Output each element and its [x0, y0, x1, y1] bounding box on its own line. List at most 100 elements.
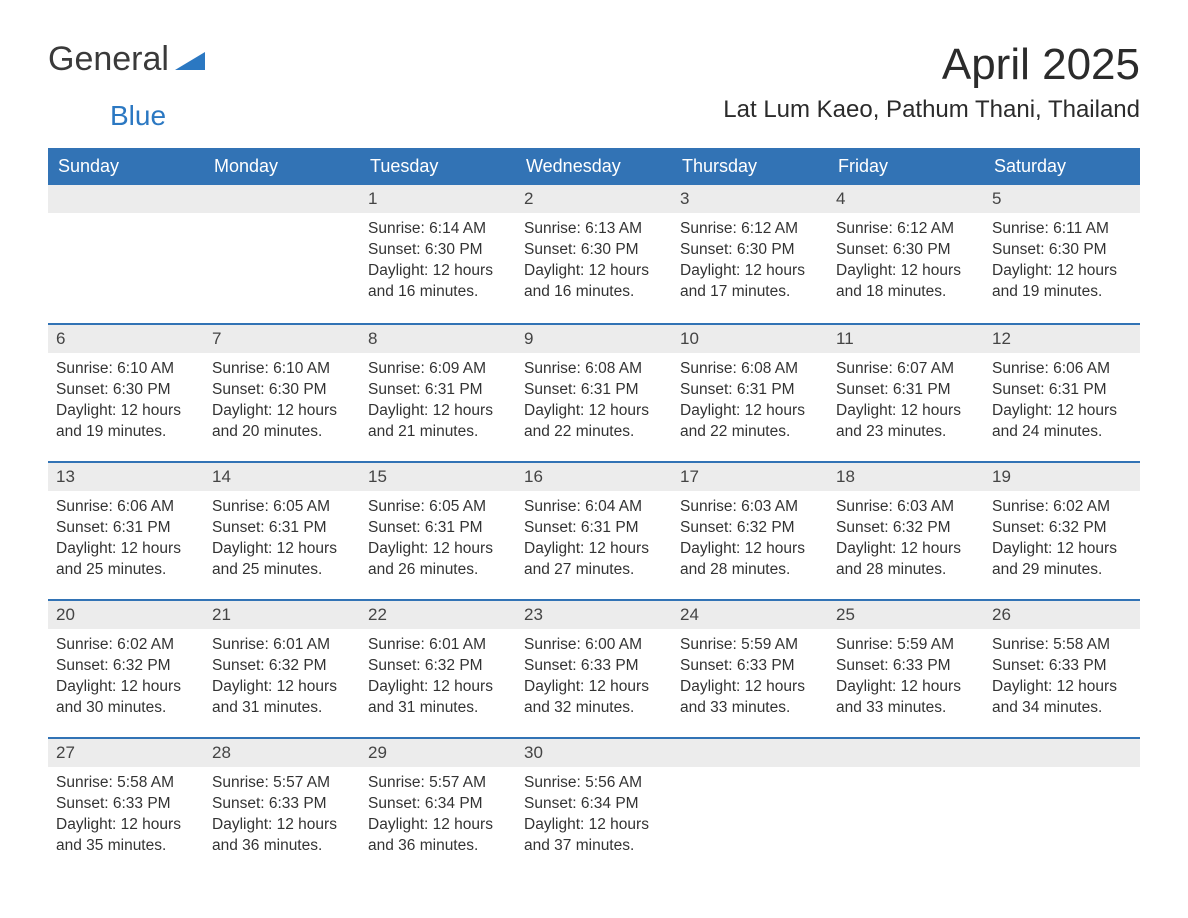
sunset-line: Sunset: 6:33 PM	[992, 656, 1132, 677]
sunset-line: Sunset: 6:31 PM	[524, 380, 664, 401]
sunrise-line: Sunrise: 5:56 AM	[524, 773, 664, 794]
day-number: 10	[672, 323, 828, 353]
day-details: Sunrise: 6:05 AMSunset: 6:31 PMDaylight:…	[204, 491, 360, 591]
sunrise-label: Sunrise:	[56, 774, 117, 791]
day-number: 24	[672, 599, 828, 629]
sunset-value: 6:31 PM	[425, 381, 483, 398]
daylight-label: Daylight:	[524, 678, 589, 695]
day-number: 19	[984, 461, 1140, 491]
sunset-label: Sunset:	[56, 381, 113, 398]
sunrise-line: Sunrise: 5:59 AM	[836, 635, 976, 656]
sunrise-value: 6:10 AM	[273, 360, 330, 377]
sunset-line: Sunset: 6:32 PM	[992, 518, 1132, 539]
daylight-line: Daylight: 12 hours and 24 minutes.	[992, 401, 1132, 443]
daylight-line: Daylight: 12 hours and 25 minutes.	[212, 539, 352, 581]
daylight-label: Daylight:	[368, 678, 433, 695]
sunset-line: Sunset: 6:33 PM	[56, 794, 196, 815]
sunset-value: 6:30 PM	[269, 381, 327, 398]
sunrise-label: Sunrise:	[524, 360, 585, 377]
day-number: 3	[672, 185, 828, 213]
calendar-cell: 6Sunrise: 6:10 AMSunset: 6:30 PMDaylight…	[48, 323, 204, 461]
sunrise-line: Sunrise: 6:08 AM	[680, 359, 820, 380]
calendar-cell: 9Sunrise: 6:08 AMSunset: 6:31 PMDaylight…	[516, 323, 672, 461]
daylight-line: Daylight: 12 hours and 21 minutes.	[368, 401, 508, 443]
daylight-line: Daylight: 12 hours and 30 minutes.	[56, 677, 196, 719]
sunset-line: Sunset: 6:31 PM	[368, 518, 508, 539]
sunrise-label: Sunrise:	[680, 220, 741, 237]
logo-text-general: General	[48, 40, 169, 79]
calendar-cell	[204, 185, 360, 323]
daylight-line: Daylight: 12 hours and 33 minutes.	[836, 677, 976, 719]
calendar-cell: 20Sunrise: 6:02 AMSunset: 6:32 PMDayligh…	[48, 599, 204, 737]
sunset-value: 6:34 PM	[581, 795, 639, 812]
sunrise-line: Sunrise: 6:05 AM	[212, 497, 352, 518]
sunset-value: 6:33 PM	[893, 657, 951, 674]
sunrise-value: 5:58 AM	[117, 774, 174, 791]
sunset-label: Sunset:	[368, 381, 425, 398]
day-number: 6	[48, 323, 204, 353]
sunset-value: 6:31 PM	[893, 381, 951, 398]
daylight-label: Daylight:	[212, 402, 277, 419]
sunrise-value: 6:05 AM	[273, 498, 330, 515]
sunset-value: 6:31 PM	[581, 381, 639, 398]
sunset-line: Sunset: 6:33 PM	[836, 656, 976, 677]
day-details: Sunrise: 5:57 AMSunset: 6:33 PMDaylight:…	[204, 767, 360, 867]
calendar-cell: 13Sunrise: 6:06 AMSunset: 6:31 PMDayligh…	[48, 461, 204, 599]
sunset-label: Sunset:	[524, 519, 581, 536]
day-number: 12	[984, 323, 1140, 353]
sunrise-label: Sunrise:	[524, 774, 585, 791]
day-details: Sunrise: 5:59 AMSunset: 6:33 PMDaylight:…	[828, 629, 984, 729]
sunset-value: 6:30 PM	[113, 381, 171, 398]
day-number: 22	[360, 599, 516, 629]
day-number: 30	[516, 737, 672, 767]
daylight-label: Daylight:	[368, 540, 433, 557]
daylight-line: Daylight: 12 hours and 35 minutes.	[56, 815, 196, 857]
sunset-value: 6:30 PM	[425, 241, 483, 258]
day-number	[48, 185, 204, 213]
sunrise-line: Sunrise: 6:00 AM	[524, 635, 664, 656]
daylight-label: Daylight:	[212, 816, 277, 833]
sunrise-label: Sunrise:	[680, 498, 741, 515]
sunrise-value: 6:07 AM	[897, 360, 954, 377]
day-details: Sunrise: 6:14 AMSunset: 6:30 PMDaylight:…	[360, 213, 516, 313]
sunset-line: Sunset: 6:34 PM	[524, 794, 664, 815]
calendar-cell	[828, 737, 984, 875]
sunrise-value: 6:13 AM	[585, 220, 642, 237]
sunrise-value: 5:58 AM	[1053, 636, 1110, 653]
day-number: 18	[828, 461, 984, 491]
sunrise-line: Sunrise: 6:07 AM	[836, 359, 976, 380]
daylight-line: Daylight: 12 hours and 23 minutes.	[836, 401, 976, 443]
page-title: April 2025	[723, 40, 1140, 90]
sunrise-line: Sunrise: 6:14 AM	[368, 219, 508, 240]
day-details: Sunrise: 6:04 AMSunset: 6:31 PMDaylight:…	[516, 491, 672, 591]
sunset-value: 6:30 PM	[893, 241, 951, 258]
day-number: 1	[360, 185, 516, 213]
calendar-cell: 19Sunrise: 6:02 AMSunset: 6:32 PMDayligh…	[984, 461, 1140, 599]
sunrise-label: Sunrise:	[992, 220, 1053, 237]
sunrise-value: 6:08 AM	[585, 360, 642, 377]
calendar-cell: 7Sunrise: 6:10 AMSunset: 6:30 PMDaylight…	[204, 323, 360, 461]
daylight-label: Daylight:	[992, 402, 1057, 419]
sunrise-line: Sunrise: 6:09 AM	[368, 359, 508, 380]
sunrise-line: Sunrise: 6:13 AM	[524, 219, 664, 240]
sunset-value: 6:31 PM	[1049, 381, 1107, 398]
sunrise-label: Sunrise:	[368, 498, 429, 515]
sunset-value: 6:32 PM	[737, 519, 795, 536]
sunset-line: Sunset: 6:32 PM	[680, 518, 820, 539]
sunrise-value: 5:57 AM	[273, 774, 330, 791]
daylight-label: Daylight:	[524, 402, 589, 419]
sunset-label: Sunset:	[680, 241, 737, 258]
sunrise-line: Sunrise: 6:06 AM	[992, 359, 1132, 380]
sunrise-value: 5:57 AM	[429, 774, 486, 791]
day-details: Sunrise: 6:13 AMSunset: 6:30 PMDaylight:…	[516, 213, 672, 313]
sunset-line: Sunset: 6:30 PM	[524, 240, 664, 261]
day-number	[204, 185, 360, 213]
calendar-cell: 4Sunrise: 6:12 AMSunset: 6:30 PMDaylight…	[828, 185, 984, 323]
daylight-line: Daylight: 12 hours and 19 minutes.	[56, 401, 196, 443]
sunrise-label: Sunrise:	[368, 636, 429, 653]
calendar-cell: 25Sunrise: 5:59 AMSunset: 6:33 PMDayligh…	[828, 599, 984, 737]
sunrise-line: Sunrise: 5:59 AM	[680, 635, 820, 656]
sunrise-line: Sunrise: 6:05 AM	[368, 497, 508, 518]
day-details: Sunrise: 6:11 AMSunset: 6:30 PMDaylight:…	[984, 213, 1140, 313]
daylight-label: Daylight:	[368, 816, 433, 833]
